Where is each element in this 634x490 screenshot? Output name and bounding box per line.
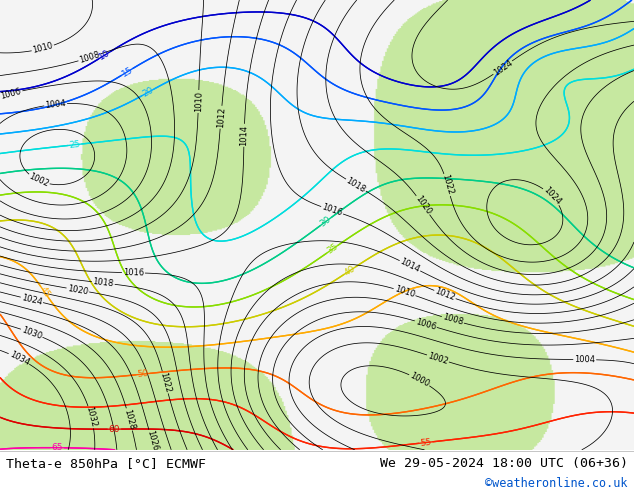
Text: 1010: 1010 [32, 42, 54, 55]
Text: Theta-e 850hPa [°C] ECMWF: Theta-e 850hPa [°C] ECMWF [6, 457, 206, 470]
Text: 1016: 1016 [321, 203, 344, 218]
Text: 25: 25 [68, 140, 81, 150]
Text: 30: 30 [318, 215, 333, 229]
Text: 1004: 1004 [574, 355, 595, 364]
Text: 20: 20 [141, 86, 155, 99]
Text: 1022: 1022 [440, 173, 455, 196]
Text: 1034: 1034 [8, 350, 30, 368]
Text: 1016: 1016 [123, 268, 144, 277]
Text: 1032: 1032 [84, 406, 98, 428]
Text: 1006: 1006 [415, 317, 437, 331]
Text: 65: 65 [51, 443, 63, 452]
Text: 50: 50 [137, 369, 149, 379]
Text: 1010: 1010 [193, 91, 204, 112]
Text: 1012: 1012 [216, 106, 226, 128]
Text: 1014: 1014 [399, 257, 422, 274]
Text: 10: 10 [97, 49, 112, 62]
Text: 1022: 1022 [158, 371, 172, 393]
Text: 1024: 1024 [491, 58, 514, 77]
Text: 1004: 1004 [45, 99, 67, 110]
Text: 1018: 1018 [344, 176, 367, 195]
Text: 1020: 1020 [413, 194, 433, 217]
Text: 1000: 1000 [408, 371, 431, 389]
Text: 35: 35 [325, 242, 340, 256]
Text: 1008: 1008 [441, 313, 464, 327]
Text: 1026: 1026 [145, 429, 159, 452]
Text: 1018: 1018 [92, 277, 114, 289]
Text: 55: 55 [420, 438, 432, 448]
Text: 1014: 1014 [239, 124, 249, 146]
Text: 1002: 1002 [427, 351, 450, 366]
Text: 1002: 1002 [27, 172, 50, 189]
Text: 1008: 1008 [78, 50, 101, 65]
Text: 1020: 1020 [67, 284, 89, 296]
Text: 45: 45 [37, 285, 51, 299]
Text: 60: 60 [108, 425, 120, 434]
Text: 1024: 1024 [20, 293, 43, 307]
Text: 1024: 1024 [541, 186, 562, 207]
Text: 1010: 1010 [393, 285, 416, 299]
Text: We 29-05-2024 18:00 UTC (06+36): We 29-05-2024 18:00 UTC (06+36) [380, 457, 628, 470]
Text: 1028: 1028 [122, 408, 136, 431]
Text: 1006: 1006 [0, 86, 22, 100]
Text: 40: 40 [343, 264, 357, 277]
Text: 1030: 1030 [20, 325, 43, 341]
Text: ©weatheronline.co.uk: ©weatheronline.co.uk [485, 477, 628, 490]
Text: 1012: 1012 [434, 287, 456, 303]
Text: 15: 15 [120, 65, 134, 79]
